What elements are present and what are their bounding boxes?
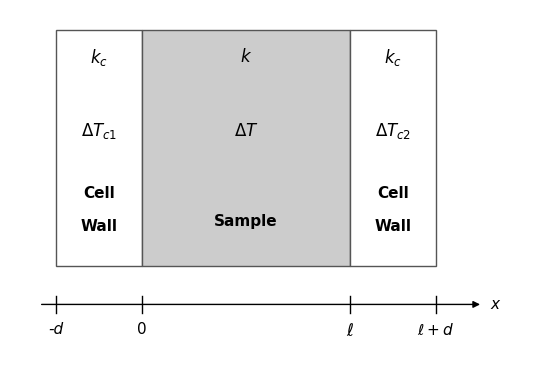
Text: $\ell + d$: $\ell + d$ xyxy=(417,322,454,338)
Text: $\Delta T$: $\Delta T$ xyxy=(234,122,258,140)
Text: $k$: $k$ xyxy=(240,48,252,66)
Text: Wall: Wall xyxy=(375,220,411,234)
Text: $\Delta T_{c1}$: $\Delta T_{c1}$ xyxy=(80,121,117,141)
Bar xyxy=(142,30,350,266)
Bar xyxy=(56,30,142,266)
Text: Cell: Cell xyxy=(377,186,409,201)
Text: x: x xyxy=(490,297,499,312)
Text: Sample: Sample xyxy=(214,214,278,229)
Text: $\ell$: $\ell$ xyxy=(346,322,354,340)
Bar xyxy=(350,30,436,266)
Text: $\Delta T_{c2}$: $\Delta T_{c2}$ xyxy=(375,121,411,141)
Text: $k_c$: $k_c$ xyxy=(384,47,402,68)
Text: Wall: Wall xyxy=(80,220,117,234)
Text: -d: -d xyxy=(48,322,63,337)
Text: Cell: Cell xyxy=(83,186,115,201)
Text: 0: 0 xyxy=(137,322,147,337)
Text: $k_c$: $k_c$ xyxy=(90,47,108,68)
